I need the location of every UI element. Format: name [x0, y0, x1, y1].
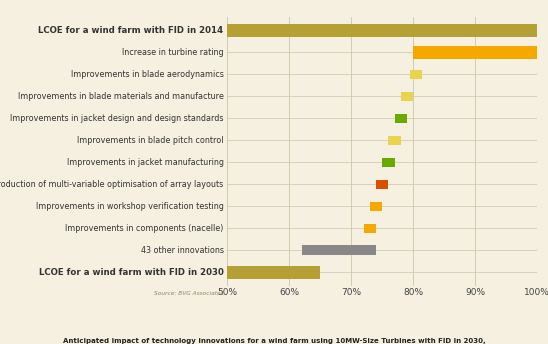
Bar [227, 266, 320, 279]
Text: Improvements in jacket design and design standards: Improvements in jacket design and design… [10, 114, 224, 123]
Text: Improvements in components (nacelle): Improvements in components (nacelle) [65, 224, 224, 233]
Text: Improvements in workshop verification testing: Improvements in workshop verification te… [36, 202, 224, 211]
Bar [376, 180, 389, 189]
Bar [395, 114, 407, 122]
Text: Improvements in blade aerodynamics: Improvements in blade aerodynamics [71, 70, 224, 79]
Bar [364, 224, 376, 233]
Text: Increase in turbine rating: Increase in turbine rating [122, 48, 224, 57]
Bar [401, 92, 413, 100]
Text: LCOE for a wind farm with FID in 2030: LCOE for a wind farm with FID in 2030 [39, 268, 224, 277]
Text: Anticipated impact of technology innovations for a wind farm using 10MW-Size Tur: Anticipated impact of technology innovat… [62, 338, 486, 344]
Text: Introduction of multi-variable optimisation of array layouts: Introduction of multi-variable optimisat… [0, 180, 224, 189]
Bar [302, 245, 376, 255]
Bar [413, 45, 537, 59]
Text: Improvements in jacket manufacturing: Improvements in jacket manufacturing [67, 158, 224, 167]
Text: Source: BVG Associates: Source: BVG Associates [154, 291, 224, 296]
Text: 43 other innovations: 43 other innovations [141, 246, 224, 255]
Bar [383, 158, 395, 166]
Text: Improvements in blade materials and manufacture: Improvements in blade materials and manu… [18, 92, 224, 101]
Bar [370, 202, 382, 211]
Bar [410, 70, 423, 78]
Text: LCOE for a wind farm with FID in 2014: LCOE for a wind farm with FID in 2014 [38, 26, 224, 35]
Bar [227, 24, 537, 37]
Text: Improvements in blade pitch control: Improvements in blade pitch control [77, 136, 224, 145]
Bar [389, 136, 401, 144]
